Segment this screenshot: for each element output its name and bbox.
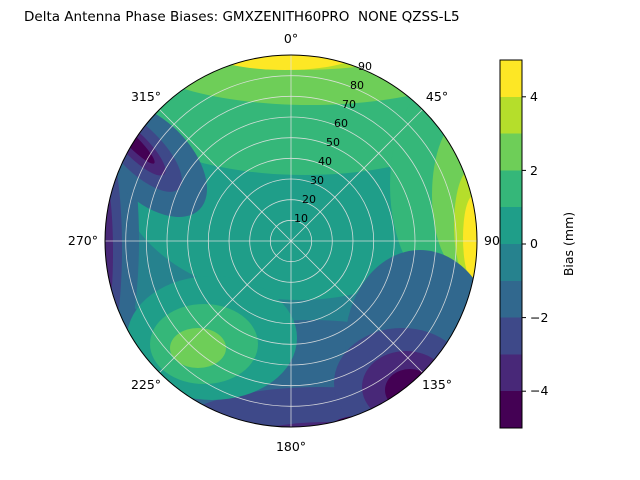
- colorbar-axis-label: Bias (mm): [561, 212, 576, 276]
- contour-band: [463, 196, 477, 280]
- colorbar-gradient: [499, 59, 523, 429]
- contour-band: [210, 55, 360, 70]
- azimuth-tick-labels: 0° 45° 90° 135° 180° 225° 270° 315°: [68, 31, 506, 454]
- azimuth-tick-label: 225°: [131, 377, 161, 392]
- colorbar-tick-label: 2: [530, 163, 538, 178]
- azimuth-tick-label: 315°: [131, 89, 161, 104]
- radial-tick-label: 90: [358, 60, 372, 73]
- colorbar-tick-label: 4: [530, 89, 538, 104]
- colorbar-tick-label: −2: [530, 310, 548, 325]
- colorbar-tick-label: 0: [530, 236, 538, 251]
- chart-title: Delta Antenna Phase Biases: GMXZENITH60P…: [24, 9, 460, 25]
- contour-band: [105, 177, 113, 327]
- colorbar: 4 2 0 −2 −4 Bias (mm): [499, 59, 576, 429]
- contour-band: [225, 422, 435, 427]
- radial-tick-label: 30: [310, 174, 324, 187]
- polar-grid: [104, 54, 478, 428]
- radial-tick-label: 20: [302, 193, 316, 206]
- contour-fill-field: [105, 55, 477, 427]
- azimuth-tick-label: 270°: [68, 233, 98, 248]
- radial-tick-label: 80: [350, 79, 364, 92]
- azimuth-tick-label: 180°: [276, 439, 306, 454]
- azimuth-tick-label: 45°: [426, 89, 448, 104]
- radial-tick-label: 50: [326, 136, 340, 149]
- radial-tick-labels: 10 20 30 40 50 60 70 80 90: [294, 60, 372, 225]
- contour-band: [332, 415, 404, 427]
- colorbar-tick-label: −4: [530, 383, 548, 398]
- radial-tick-label: 60: [334, 117, 348, 130]
- plot-boundary: [104, 54, 478, 428]
- azimuth-tick-label: 135°: [422, 377, 452, 392]
- radial-tick-label: 10: [294, 212, 308, 225]
- radial-tick-label: 40: [318, 155, 332, 168]
- azimuth-tick-label: 0°: [284, 31, 298, 46]
- radial-tick-label: 70: [342, 98, 356, 111]
